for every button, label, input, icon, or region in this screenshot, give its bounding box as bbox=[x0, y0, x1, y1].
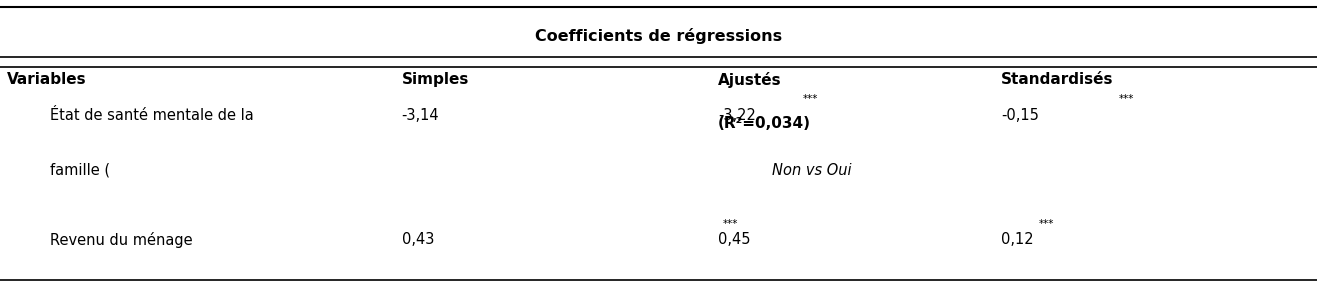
Text: famille (: famille ( bbox=[50, 163, 111, 178]
Text: 0,45: 0,45 bbox=[718, 233, 751, 247]
Text: Variables: Variables bbox=[7, 72, 86, 87]
Text: Standardisés: Standardisés bbox=[1001, 72, 1113, 87]
Text: État de santé mentale de la: État de santé mentale de la bbox=[50, 108, 254, 122]
Text: -3,14: -3,14 bbox=[402, 108, 440, 122]
Text: Ajustés: Ajustés bbox=[718, 72, 781, 87]
Text: 0,43: 0,43 bbox=[402, 233, 435, 247]
Text: 0,12: 0,12 bbox=[1001, 233, 1034, 247]
Text: (R²=0,034): (R²=0,034) bbox=[718, 116, 811, 131]
Text: Coefficients de régressions: Coefficients de régressions bbox=[535, 28, 782, 43]
Text: Simples: Simples bbox=[402, 72, 469, 87]
Text: Revenu du ménage: Revenu du ménage bbox=[50, 232, 192, 248]
Text: -0,15: -0,15 bbox=[1001, 108, 1039, 122]
Text: -3,22: -3,22 bbox=[718, 108, 756, 122]
Text: ***: *** bbox=[1119, 94, 1134, 105]
Text: ***: *** bbox=[1039, 219, 1054, 229]
Text: ***: *** bbox=[802, 94, 818, 105]
Text: Non vs Oui: Non vs Oui bbox=[772, 163, 852, 178]
Text: ***: *** bbox=[723, 219, 738, 229]
